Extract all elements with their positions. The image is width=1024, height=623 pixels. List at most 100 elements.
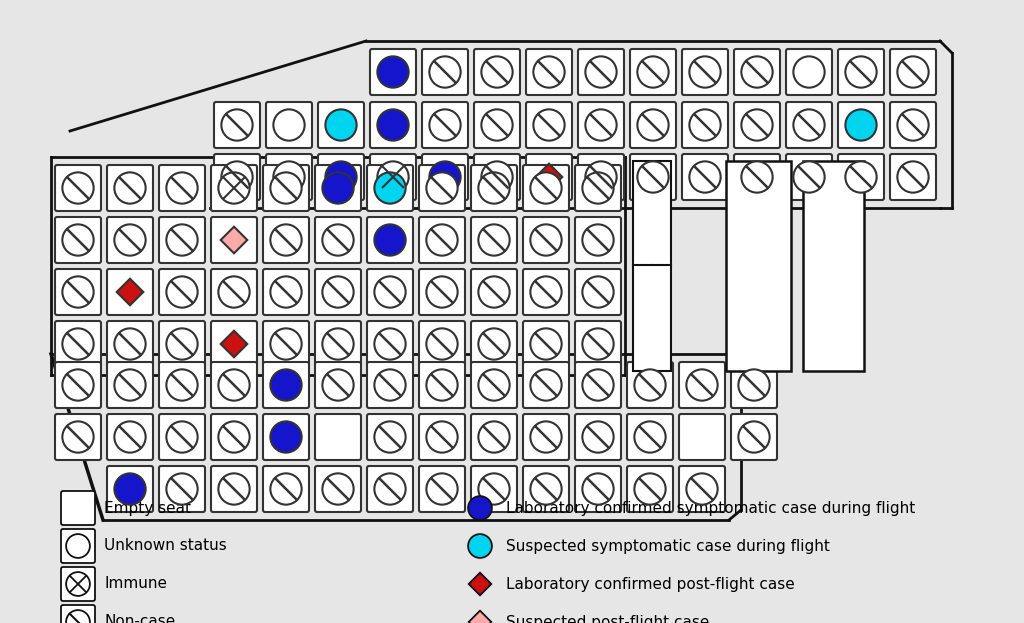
Circle shape (741, 161, 773, 193)
Circle shape (689, 161, 721, 193)
Polygon shape (469, 611, 492, 623)
Circle shape (468, 496, 492, 520)
FancyBboxPatch shape (523, 269, 569, 315)
FancyBboxPatch shape (786, 49, 831, 95)
Circle shape (481, 161, 513, 193)
Circle shape (378, 161, 409, 193)
Circle shape (741, 110, 773, 141)
FancyBboxPatch shape (419, 165, 465, 211)
Circle shape (530, 328, 561, 359)
Circle shape (478, 328, 510, 359)
FancyBboxPatch shape (263, 269, 309, 315)
Circle shape (637, 110, 669, 141)
FancyBboxPatch shape (526, 154, 572, 200)
FancyBboxPatch shape (679, 414, 725, 460)
Circle shape (218, 421, 250, 453)
FancyBboxPatch shape (786, 154, 831, 200)
Circle shape (478, 277, 510, 308)
Circle shape (429, 56, 461, 88)
Circle shape (534, 56, 564, 88)
FancyBboxPatch shape (523, 321, 569, 367)
FancyBboxPatch shape (367, 466, 413, 512)
FancyBboxPatch shape (159, 362, 205, 408)
Circle shape (426, 473, 458, 505)
Circle shape (426, 277, 458, 308)
FancyBboxPatch shape (370, 49, 416, 95)
FancyBboxPatch shape (474, 154, 520, 200)
Circle shape (429, 161, 461, 193)
Circle shape (478, 173, 510, 204)
FancyBboxPatch shape (890, 49, 936, 95)
FancyBboxPatch shape (838, 102, 884, 148)
FancyBboxPatch shape (315, 269, 361, 315)
Circle shape (738, 421, 770, 453)
FancyBboxPatch shape (734, 102, 780, 148)
Circle shape (270, 328, 302, 359)
FancyBboxPatch shape (315, 362, 361, 408)
FancyBboxPatch shape (575, 269, 621, 315)
FancyBboxPatch shape (523, 165, 569, 211)
Circle shape (323, 473, 353, 505)
FancyBboxPatch shape (627, 362, 673, 408)
FancyBboxPatch shape (367, 217, 413, 263)
Circle shape (426, 421, 458, 453)
Circle shape (375, 369, 406, 401)
Text: Immune: Immune (104, 576, 167, 591)
Text: Non-case: Non-case (104, 614, 175, 623)
Circle shape (481, 56, 513, 88)
Circle shape (530, 473, 561, 505)
FancyBboxPatch shape (55, 217, 101, 263)
FancyBboxPatch shape (575, 321, 621, 367)
Circle shape (218, 369, 250, 401)
FancyBboxPatch shape (211, 414, 257, 460)
FancyBboxPatch shape (419, 466, 465, 512)
Circle shape (637, 56, 669, 88)
Circle shape (846, 56, 877, 88)
FancyBboxPatch shape (263, 217, 309, 263)
Circle shape (530, 277, 561, 308)
Circle shape (62, 224, 93, 255)
FancyBboxPatch shape (890, 154, 936, 200)
Circle shape (846, 110, 877, 141)
Circle shape (166, 173, 198, 204)
Circle shape (326, 161, 356, 193)
FancyBboxPatch shape (471, 321, 517, 367)
FancyBboxPatch shape (578, 154, 624, 200)
FancyBboxPatch shape (367, 269, 413, 315)
FancyBboxPatch shape (471, 466, 517, 512)
Polygon shape (469, 573, 492, 596)
FancyBboxPatch shape (419, 321, 465, 367)
Circle shape (115, 421, 145, 453)
Circle shape (270, 224, 302, 255)
FancyBboxPatch shape (575, 165, 621, 211)
FancyBboxPatch shape (55, 269, 101, 315)
FancyBboxPatch shape (731, 414, 777, 460)
FancyBboxPatch shape (630, 102, 676, 148)
Bar (726, 161, 791, 371)
FancyBboxPatch shape (106, 321, 153, 367)
Polygon shape (117, 278, 143, 305)
FancyBboxPatch shape (211, 466, 257, 512)
Circle shape (375, 473, 406, 505)
Circle shape (115, 473, 145, 505)
FancyBboxPatch shape (55, 362, 101, 408)
Circle shape (426, 224, 458, 255)
FancyBboxPatch shape (211, 165, 257, 211)
FancyBboxPatch shape (370, 102, 416, 148)
FancyBboxPatch shape (526, 102, 572, 148)
FancyBboxPatch shape (419, 414, 465, 460)
FancyBboxPatch shape (106, 217, 153, 263)
FancyBboxPatch shape (471, 165, 517, 211)
Text: Unknown status: Unknown status (104, 538, 226, 553)
FancyBboxPatch shape (159, 165, 205, 211)
Circle shape (426, 369, 458, 401)
FancyBboxPatch shape (367, 362, 413, 408)
FancyBboxPatch shape (318, 154, 364, 200)
FancyBboxPatch shape (263, 466, 309, 512)
Circle shape (166, 473, 198, 505)
FancyBboxPatch shape (526, 49, 572, 95)
Circle shape (897, 161, 929, 193)
Circle shape (583, 173, 613, 204)
FancyBboxPatch shape (367, 321, 413, 367)
FancyBboxPatch shape (575, 414, 621, 460)
